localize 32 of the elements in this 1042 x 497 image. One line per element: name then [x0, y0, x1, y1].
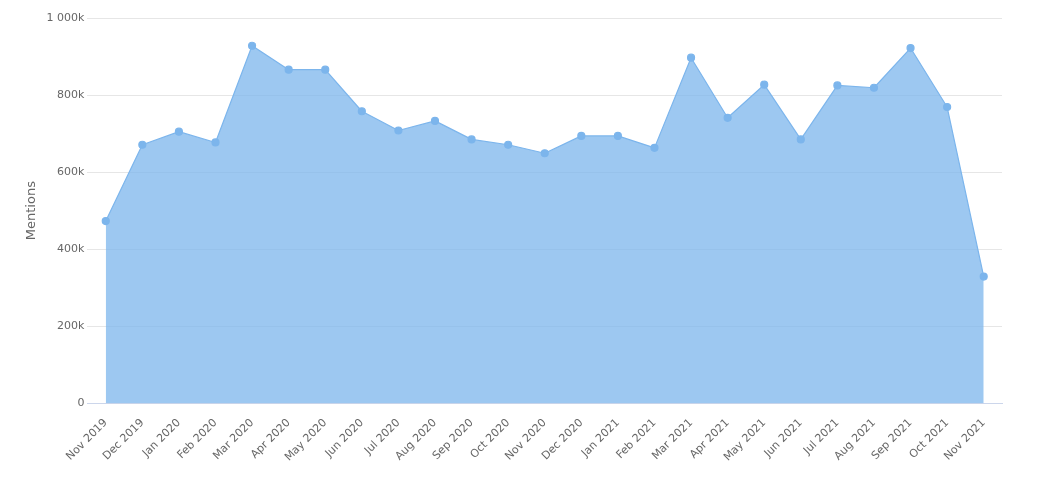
point	[174, 127, 184, 136]
point	[357, 107, 366, 116]
point	[650, 143, 659, 152]
point	[101, 216, 110, 226]
point	[760, 80, 769, 89]
point	[504, 140, 513, 149]
y-tick-label: 400k	[57, 242, 86, 256]
y-tick-label: 600k	[57, 164, 86, 178]
point	[467, 135, 476, 144]
point	[833, 81, 842, 90]
y-tick-label: 0	[77, 396, 85, 410]
point	[211, 138, 220, 147]
point	[943, 102, 952, 112]
point	[540, 149, 549, 158]
point	[979, 272, 988, 281]
point	[723, 113, 732, 122]
point	[430, 116, 440, 125]
point	[394, 126, 403, 135]
point	[577, 131, 586, 141]
y-axis-title: Mentions	[23, 180, 39, 241]
y-tick-label: 200k	[57, 319, 86, 333]
y-tick-label: 800k	[57, 87, 86, 101]
point	[796, 135, 805, 144]
point	[869, 83, 879, 92]
point	[613, 131, 622, 141]
point	[686, 53, 696, 62]
point	[284, 65, 293, 74]
point	[906, 43, 915, 53]
point	[247, 41, 257, 50]
point	[321, 65, 330, 74]
point	[138, 140, 147, 149]
y-tick-label: 1 000k	[46, 10, 86, 24]
